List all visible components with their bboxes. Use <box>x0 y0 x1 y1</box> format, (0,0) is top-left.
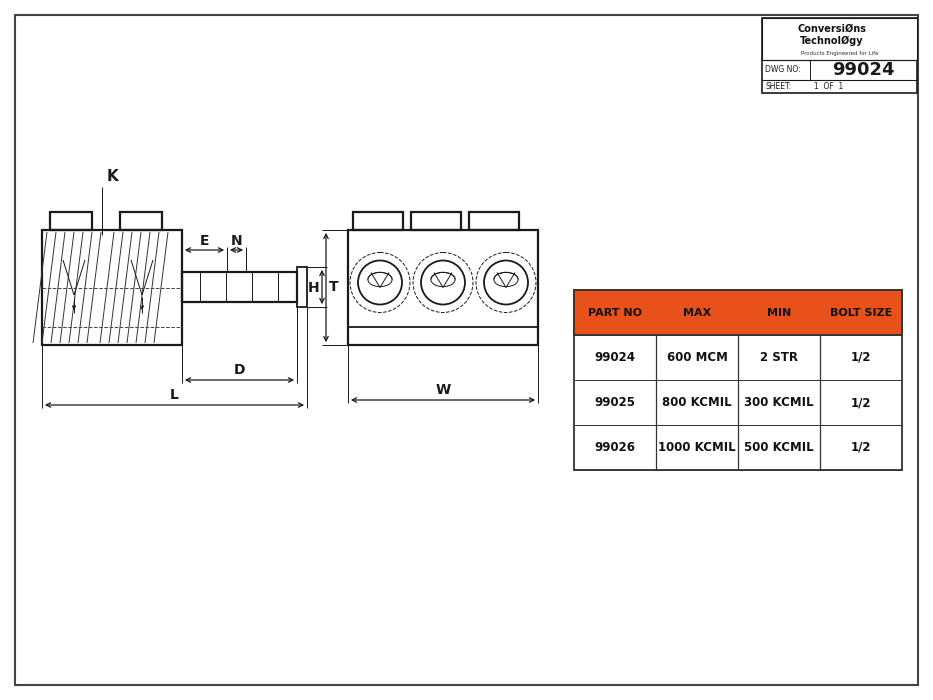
Bar <box>469 212 519 230</box>
Text: 99025: 99025 <box>594 396 635 409</box>
Bar <box>42 230 182 345</box>
Text: H: H <box>308 281 320 295</box>
Text: Products Engineered for Life: Products Engineered for Life <box>801 50 878 55</box>
Bar <box>762 18 917 93</box>
Text: 500 KCMIL: 500 KCMIL <box>745 441 814 454</box>
Bar <box>353 212 403 230</box>
Text: D: D <box>234 363 245 377</box>
Text: 1/2: 1/2 <box>851 441 871 454</box>
Text: DWG NO:: DWG NO: <box>765 66 801 74</box>
Text: K: K <box>107 169 118 184</box>
Text: BOLT SIZE: BOLT SIZE <box>829 307 892 318</box>
Text: SHEET:: SHEET: <box>765 82 791 91</box>
Text: 2 STR: 2 STR <box>760 351 798 364</box>
Bar <box>574 290 902 335</box>
Bar <box>411 212 461 230</box>
Text: ConversiØns
TechnolØgy: ConversiØns TechnolØgy <box>797 24 866 46</box>
Bar <box>50 212 92 230</box>
Text: 1000 KCMIL: 1000 KCMIL <box>658 441 736 454</box>
Text: N: N <box>230 234 243 248</box>
Bar <box>120 212 162 230</box>
Bar <box>348 327 538 345</box>
Bar <box>297 267 307 307</box>
Text: 1  OF  1: 1 OF 1 <box>814 82 843 91</box>
Bar <box>762 18 917 60</box>
Text: 99024: 99024 <box>594 351 635 364</box>
Text: 300 KCMIL: 300 KCMIL <box>745 396 814 409</box>
Text: 1/2: 1/2 <box>851 396 871 409</box>
Text: T: T <box>329 280 339 294</box>
Text: 99026: 99026 <box>594 441 635 454</box>
Text: 800 KCMIL: 800 KCMIL <box>662 396 731 409</box>
Text: W: W <box>436 383 451 397</box>
Bar <box>182 272 297 302</box>
Text: PART NO: PART NO <box>588 307 642 318</box>
Bar <box>348 230 538 345</box>
Bar <box>574 290 902 470</box>
Text: MIN: MIN <box>767 307 791 318</box>
Text: 99024: 99024 <box>832 61 895 79</box>
Text: 600 MCM: 600 MCM <box>666 351 728 364</box>
Text: E: E <box>200 234 209 248</box>
Text: MAX: MAX <box>683 307 711 318</box>
Text: L: L <box>170 388 179 402</box>
Text: 1/2: 1/2 <box>851 351 871 364</box>
